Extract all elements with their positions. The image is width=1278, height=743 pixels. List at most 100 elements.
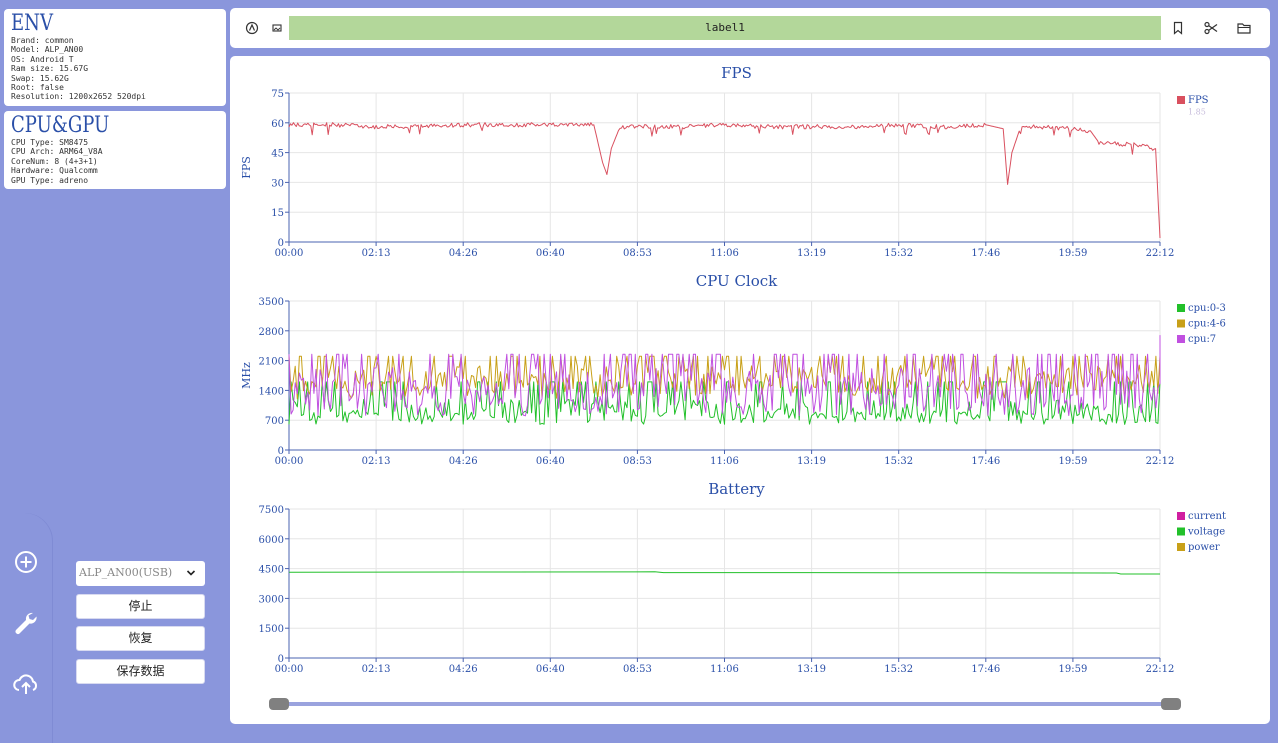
y-tick-label: 0 <box>278 446 284 457</box>
cut-icon[interactable] <box>1203 20 1219 36</box>
y-axis-label: MHz <box>240 362 253 389</box>
x-tick-label: 00:00 <box>275 456 304 467</box>
x-tick-label: 04:26 <box>449 456 478 467</box>
y-tick-label: 3500 <box>259 297 284 308</box>
x-tick-label: 22:12 <box>1146 456 1175 467</box>
y-tick-label: 15 <box>271 208 284 219</box>
legend-swatch[interactable] <box>1177 112 1185 120</box>
add-circle-icon[interactable] <box>11 547 41 577</box>
folder-icon[interactable] <box>1236 20 1252 36</box>
resume-button[interactable]: 恢复 <box>76 626 205 651</box>
y-tick-label: 1500 <box>259 624 284 635</box>
cpu-gpu-lines: CPU Type: SM8475 CPU Arch: ARM64_V8A Cor… <box>11 138 219 185</box>
env-line: OS: Android T <box>11 54 74 64</box>
legend-label: current <box>1188 511 1226 522</box>
record-icon[interactable] <box>244 20 260 36</box>
x-tick-label: 08:53 <box>623 664 652 675</box>
device-select-value: ALP_AN00(USB) <box>79 566 173 579</box>
x-tick-label: 15:32 <box>884 248 913 259</box>
series-line <box>288 122 1161 239</box>
legend-label: voltage <box>1187 527 1225 538</box>
env-line: Ram size: 15.67G <box>11 64 89 74</box>
x-tick-label: 06:40 <box>536 664 565 675</box>
legend-label: 1.85 <box>1188 108 1206 117</box>
x-tick-label: 19:59 <box>1058 456 1087 467</box>
chart-title: FPS <box>721 64 752 82</box>
x-tick-label: 15:32 <box>884 664 913 675</box>
cpu-gpu-card: CPU&GPU CPU Type: SM8475 CPU Arch: ARM64… <box>4 111 226 189</box>
x-tick-label: 11:06 <box>710 664 739 675</box>
env-lines: Brand: common Model: ALP_AN00 OS: Androi… <box>11 36 219 102</box>
x-tick-label: 00:00 <box>275 248 304 259</box>
toolbar: label1 <box>230 8 1270 48</box>
y-tick-label: 45 <box>271 149 284 160</box>
legend-swatch[interactable] <box>1177 96 1185 104</box>
legend-label: cpu:4-6 <box>1188 319 1226 330</box>
series-line <box>288 571 1160 575</box>
cpu-gpu-line: CPU Type: SM8475 <box>11 138 89 147</box>
x-tick-label: 11:06 <box>710 248 739 259</box>
cpu-gpu-line: GPU Type: adreno <box>11 175 89 185</box>
cloud-upload-icon[interactable] <box>11 669 41 699</box>
save-data-button[interactable]: 保存数据 <box>76 659 205 684</box>
x-tick-label: 13:19 <box>797 456 826 467</box>
y-tick-label: 6000 <box>259 535 284 546</box>
env-line: Root: false <box>11 83 64 93</box>
legend-label: FPS <box>1188 95 1209 106</box>
cpu-gpu-title: CPU&GPU <box>11 113 110 138</box>
series-line <box>288 381 1161 425</box>
x-tick-label: 19:59 <box>1058 664 1087 675</box>
legend-swatch[interactable] <box>1177 335 1185 343</box>
y-tick-label: 2800 <box>259 327 284 338</box>
series-line <box>288 335 1161 417</box>
timeline-start-handle[interactable] <box>269 698 289 710</box>
legend-swatch[interactable] <box>1177 512 1185 520</box>
x-tick-label: 17:46 <box>971 664 1000 675</box>
stop-button[interactable]: 停止 <box>76 594 205 619</box>
x-tick-label: 02:13 <box>362 248 391 259</box>
env-line: Swap: 15.62G <box>11 73 69 83</box>
x-tick-label: 13:19 <box>797 248 826 259</box>
dock <box>0 513 52 743</box>
charts-svg: FPS FPS 0 15 30 45 60 75 00:00 02:13 04:26 06:40 08:… <box>240 64 1226 710</box>
legend-label: power <box>1188 542 1220 553</box>
y-tick-label: 75 <box>271 89 284 100</box>
y-tick-label: 1400 <box>259 386 284 397</box>
y-axis-label: FPS <box>240 156 253 179</box>
wrench-icon[interactable] <box>11 608 41 638</box>
env-line: Brand: common <box>11 36 74 45</box>
env-line: Model: ALP_AN00 <box>11 45 84 55</box>
x-tick-label: 06:40 <box>536 456 565 467</box>
y-tick-label: 0 <box>278 238 284 249</box>
x-tick-label: 06:40 <box>536 248 565 259</box>
bookmark-icon[interactable] <box>1170 20 1186 36</box>
screenshot-icon[interactable] <box>269 20 285 36</box>
chevron-down-icon <box>186 570 196 576</box>
y-tick-label: 30 <box>271 178 284 189</box>
x-tick-label: 13:19 <box>797 664 826 675</box>
y-tick-label: 2100 <box>259 357 284 368</box>
legend-swatch[interactable] <box>1177 543 1185 551</box>
x-tick-label: 02:13 <box>362 664 391 675</box>
env-line: Resolution: 1200x2652 520dpi <box>11 92 146 102</box>
y-tick-label: 0 <box>278 654 284 665</box>
legend-swatch[interactable] <box>1177 319 1185 328</box>
cpu-gpu-line: CPU Arch: ARM64_V8A <box>11 147 103 157</box>
timeline-end-handle[interactable] <box>1161 698 1181 710</box>
chart-title: Battery <box>708 480 765 498</box>
legend-swatch[interactable] <box>1177 527 1185 536</box>
x-tick-label: 17:46 <box>971 248 1000 259</box>
x-tick-label: 04:26 <box>449 248 478 259</box>
y-tick-label: 3000 <box>259 594 284 605</box>
x-tick-label: 11:06 <box>710 456 739 467</box>
chart-title: CPU Clock <box>696 272 778 290</box>
x-tick-label: 08:53 <box>623 456 652 467</box>
x-tick-label: 22:12 <box>1146 664 1175 675</box>
x-tick-label: 02:13 <box>362 456 391 467</box>
x-tick-label: 22:12 <box>1146 248 1175 259</box>
device-select[interactable]: ALP_AN00(USB) <box>76 561 205 586</box>
legend-swatch[interactable] <box>1177 304 1185 312</box>
charts-panel: FPS FPS 0 15 30 45 60 75 00:00 02:13 04:26 06:40 08:… <box>230 56 1270 724</box>
label-field[interactable]: label1 <box>289 16 1161 40</box>
env-title: ENV <box>11 11 53 36</box>
